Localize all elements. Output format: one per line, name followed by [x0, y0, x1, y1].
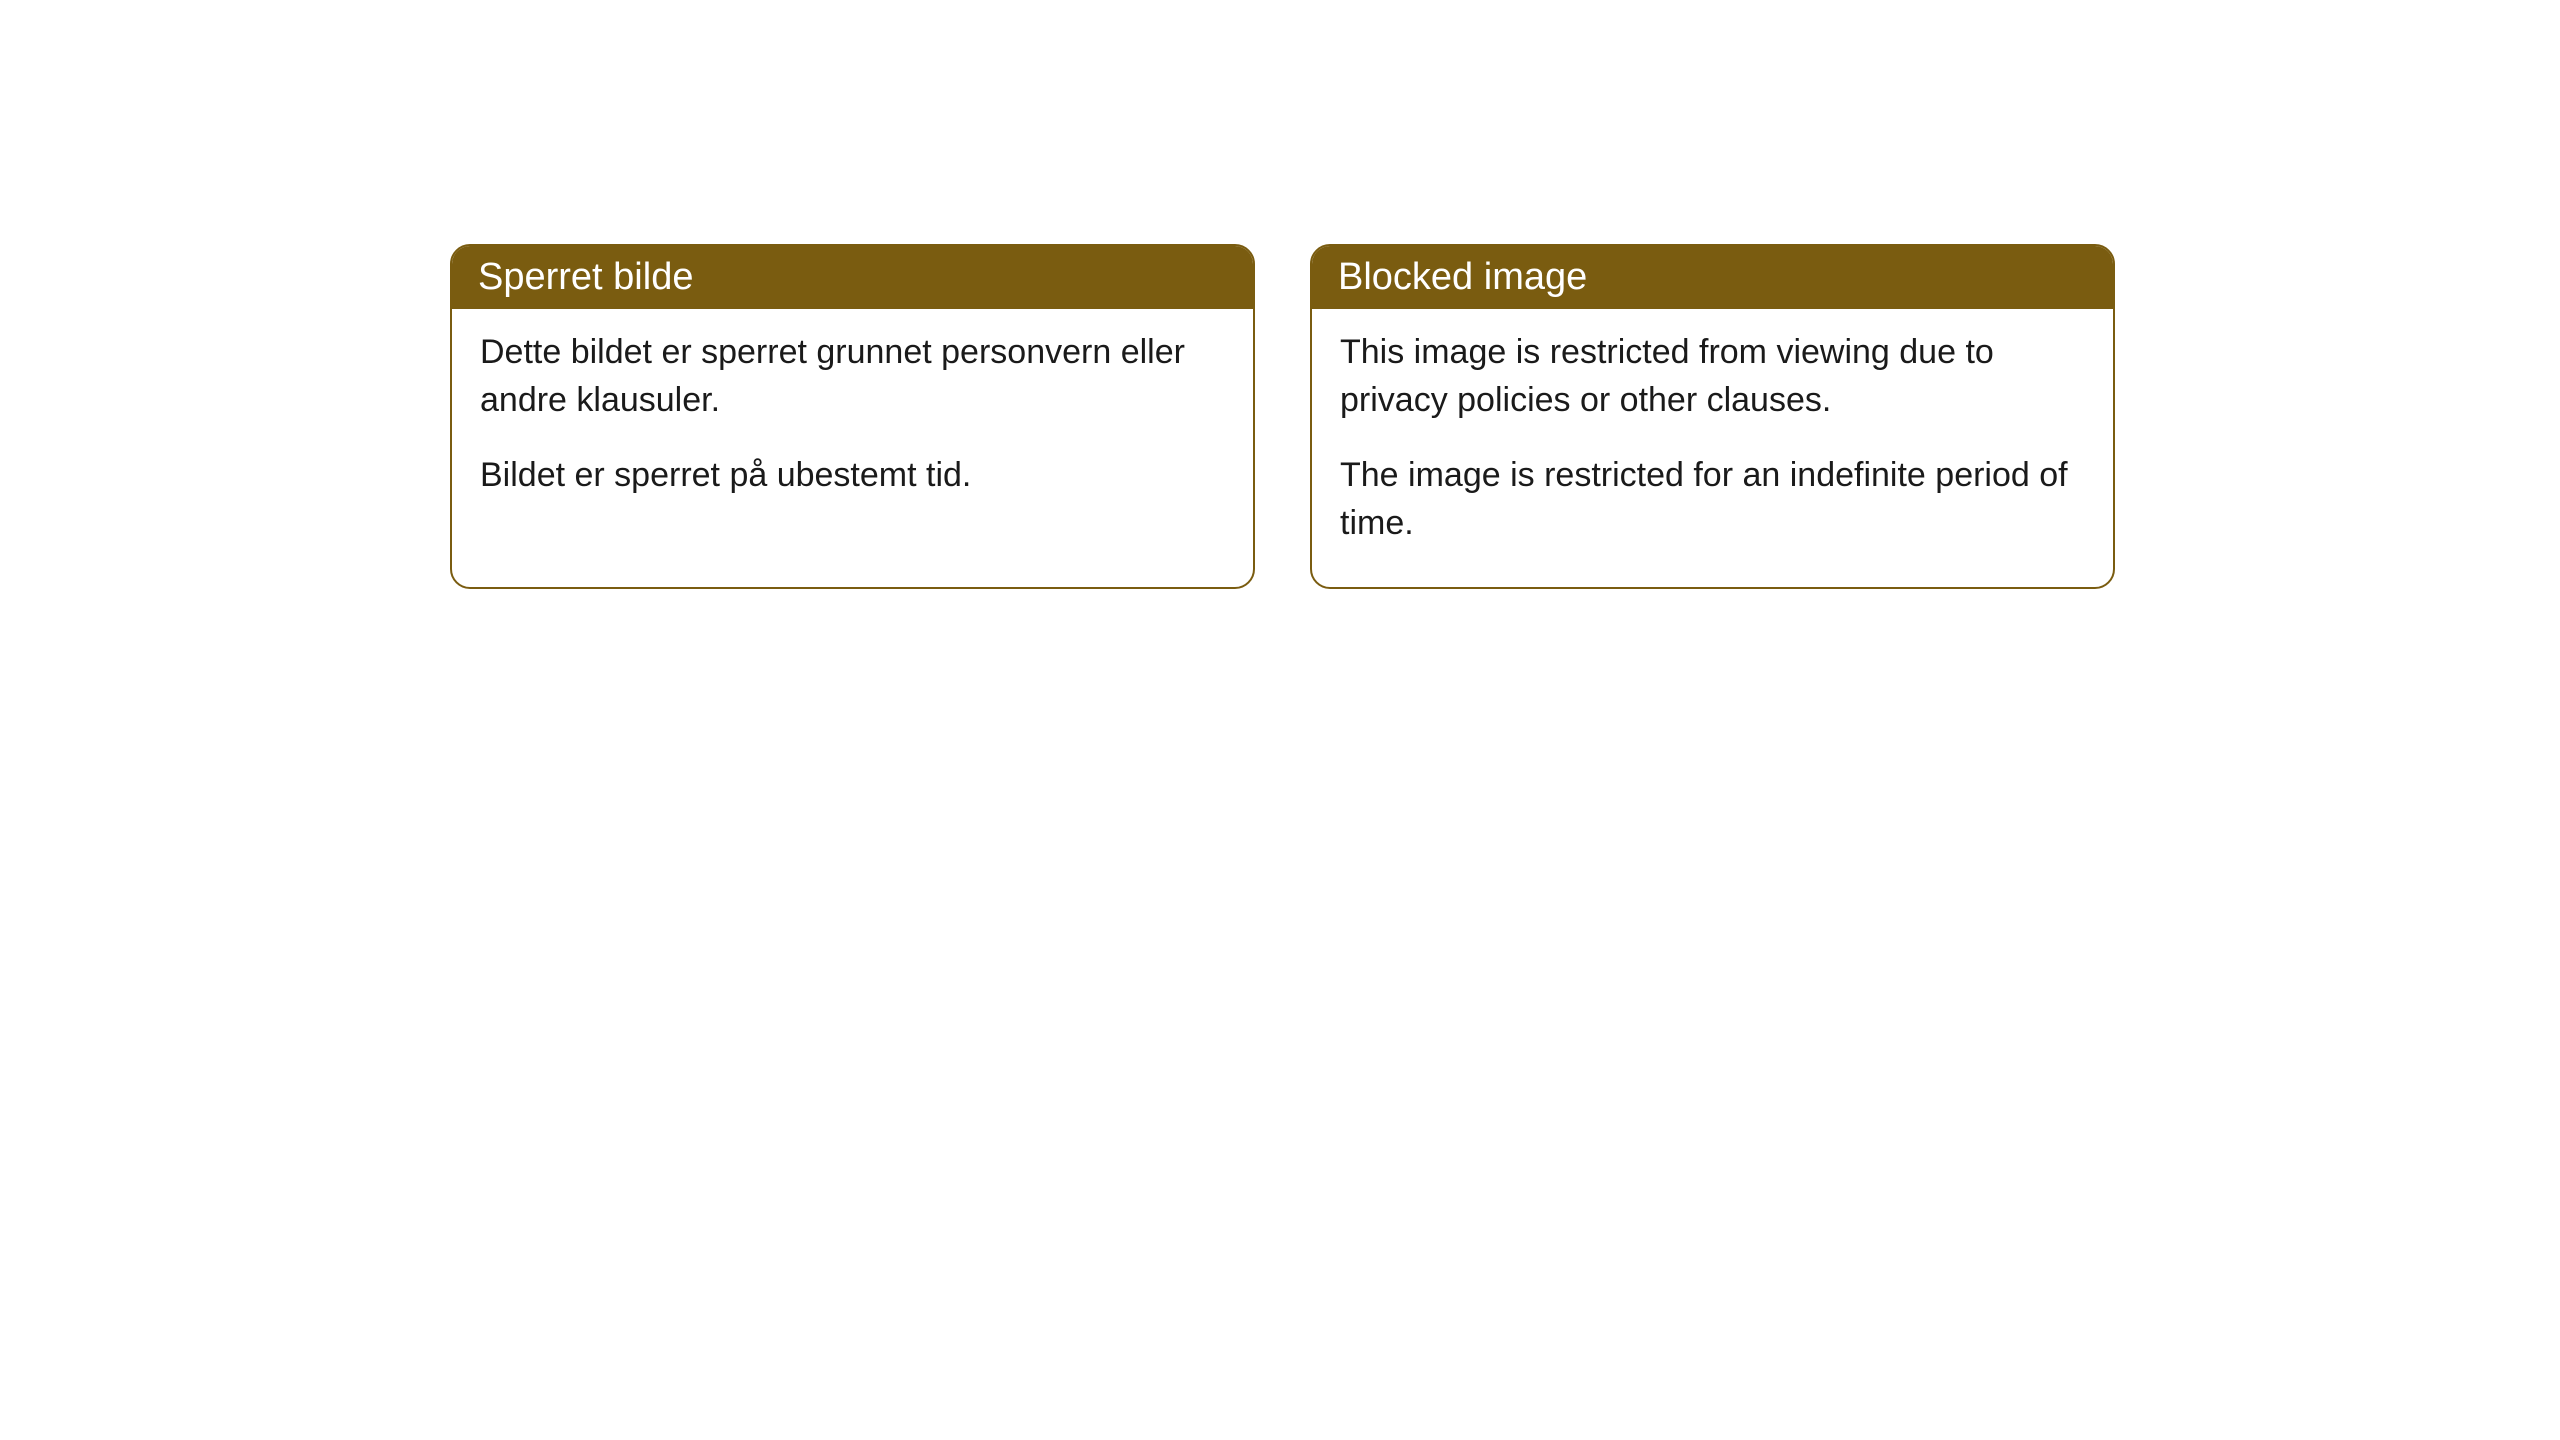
card-title-norwegian: Sperret bilde: [478, 256, 693, 298]
card-header-norwegian: Sperret bilde: [452, 246, 1253, 309]
card-paragraph-2-english: The image is restricted for an indefinit…: [1340, 452, 2085, 547]
card-paragraph-2-norwegian: Bildet er sperret på ubestemt tid.: [480, 452, 1225, 500]
card-norwegian: Sperret bilde Dette bildet er sperret gr…: [450, 244, 1255, 589]
card-body-norwegian: Dette bildet er sperret grunnet personve…: [452, 309, 1253, 540]
cards-container: Sperret bilde Dette bildet er sperret gr…: [450, 244, 2115, 589]
card-title-english: Blocked image: [1338, 256, 1587, 298]
card-header-english: Blocked image: [1312, 246, 2113, 309]
card-paragraph-1-english: This image is restricted from viewing du…: [1340, 329, 2085, 424]
card-body-english: This image is restricted from viewing du…: [1312, 309, 2113, 587]
card-paragraph-1-norwegian: Dette bildet er sperret grunnet personve…: [480, 329, 1225, 424]
card-english: Blocked image This image is restricted f…: [1310, 244, 2115, 589]
